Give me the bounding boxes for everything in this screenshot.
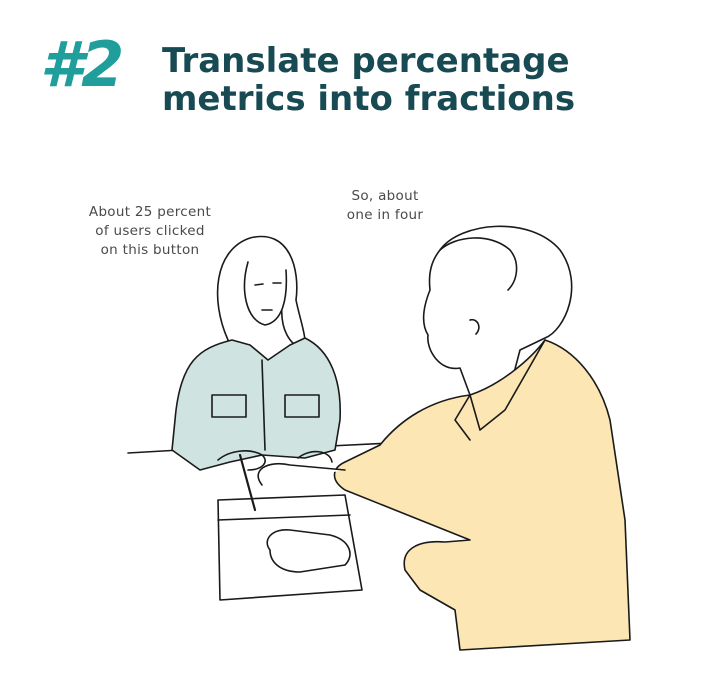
tip-title: Translate percentage metrics into fracti… (162, 42, 575, 118)
tip-title-line-1: Translate percentage (162, 41, 570, 81)
header: #2 Translate percentage metrics into fra… (40, 34, 680, 134)
woman-speech: About 25 percent of users clicked on thi… (70, 203, 230, 260)
pen (238, 453, 257, 512)
woman-speech-line-2: of users clicked (95, 223, 205, 239)
man-speech: So, about one in four (330, 187, 440, 225)
tip-title-line-2: metrics into fractions (162, 79, 576, 119)
woman-shirt (171, 337, 341, 471)
woman-speech-line-1: About 25 percent (88, 204, 212, 220)
man-speech-line-1: So, about (351, 188, 419, 204)
woman-face (243, 261, 288, 326)
tip-number: #2 (40, 28, 124, 101)
woman-speech-line-3: on this button (100, 242, 200, 258)
man-speech-line-2: one in four (346, 207, 424, 223)
